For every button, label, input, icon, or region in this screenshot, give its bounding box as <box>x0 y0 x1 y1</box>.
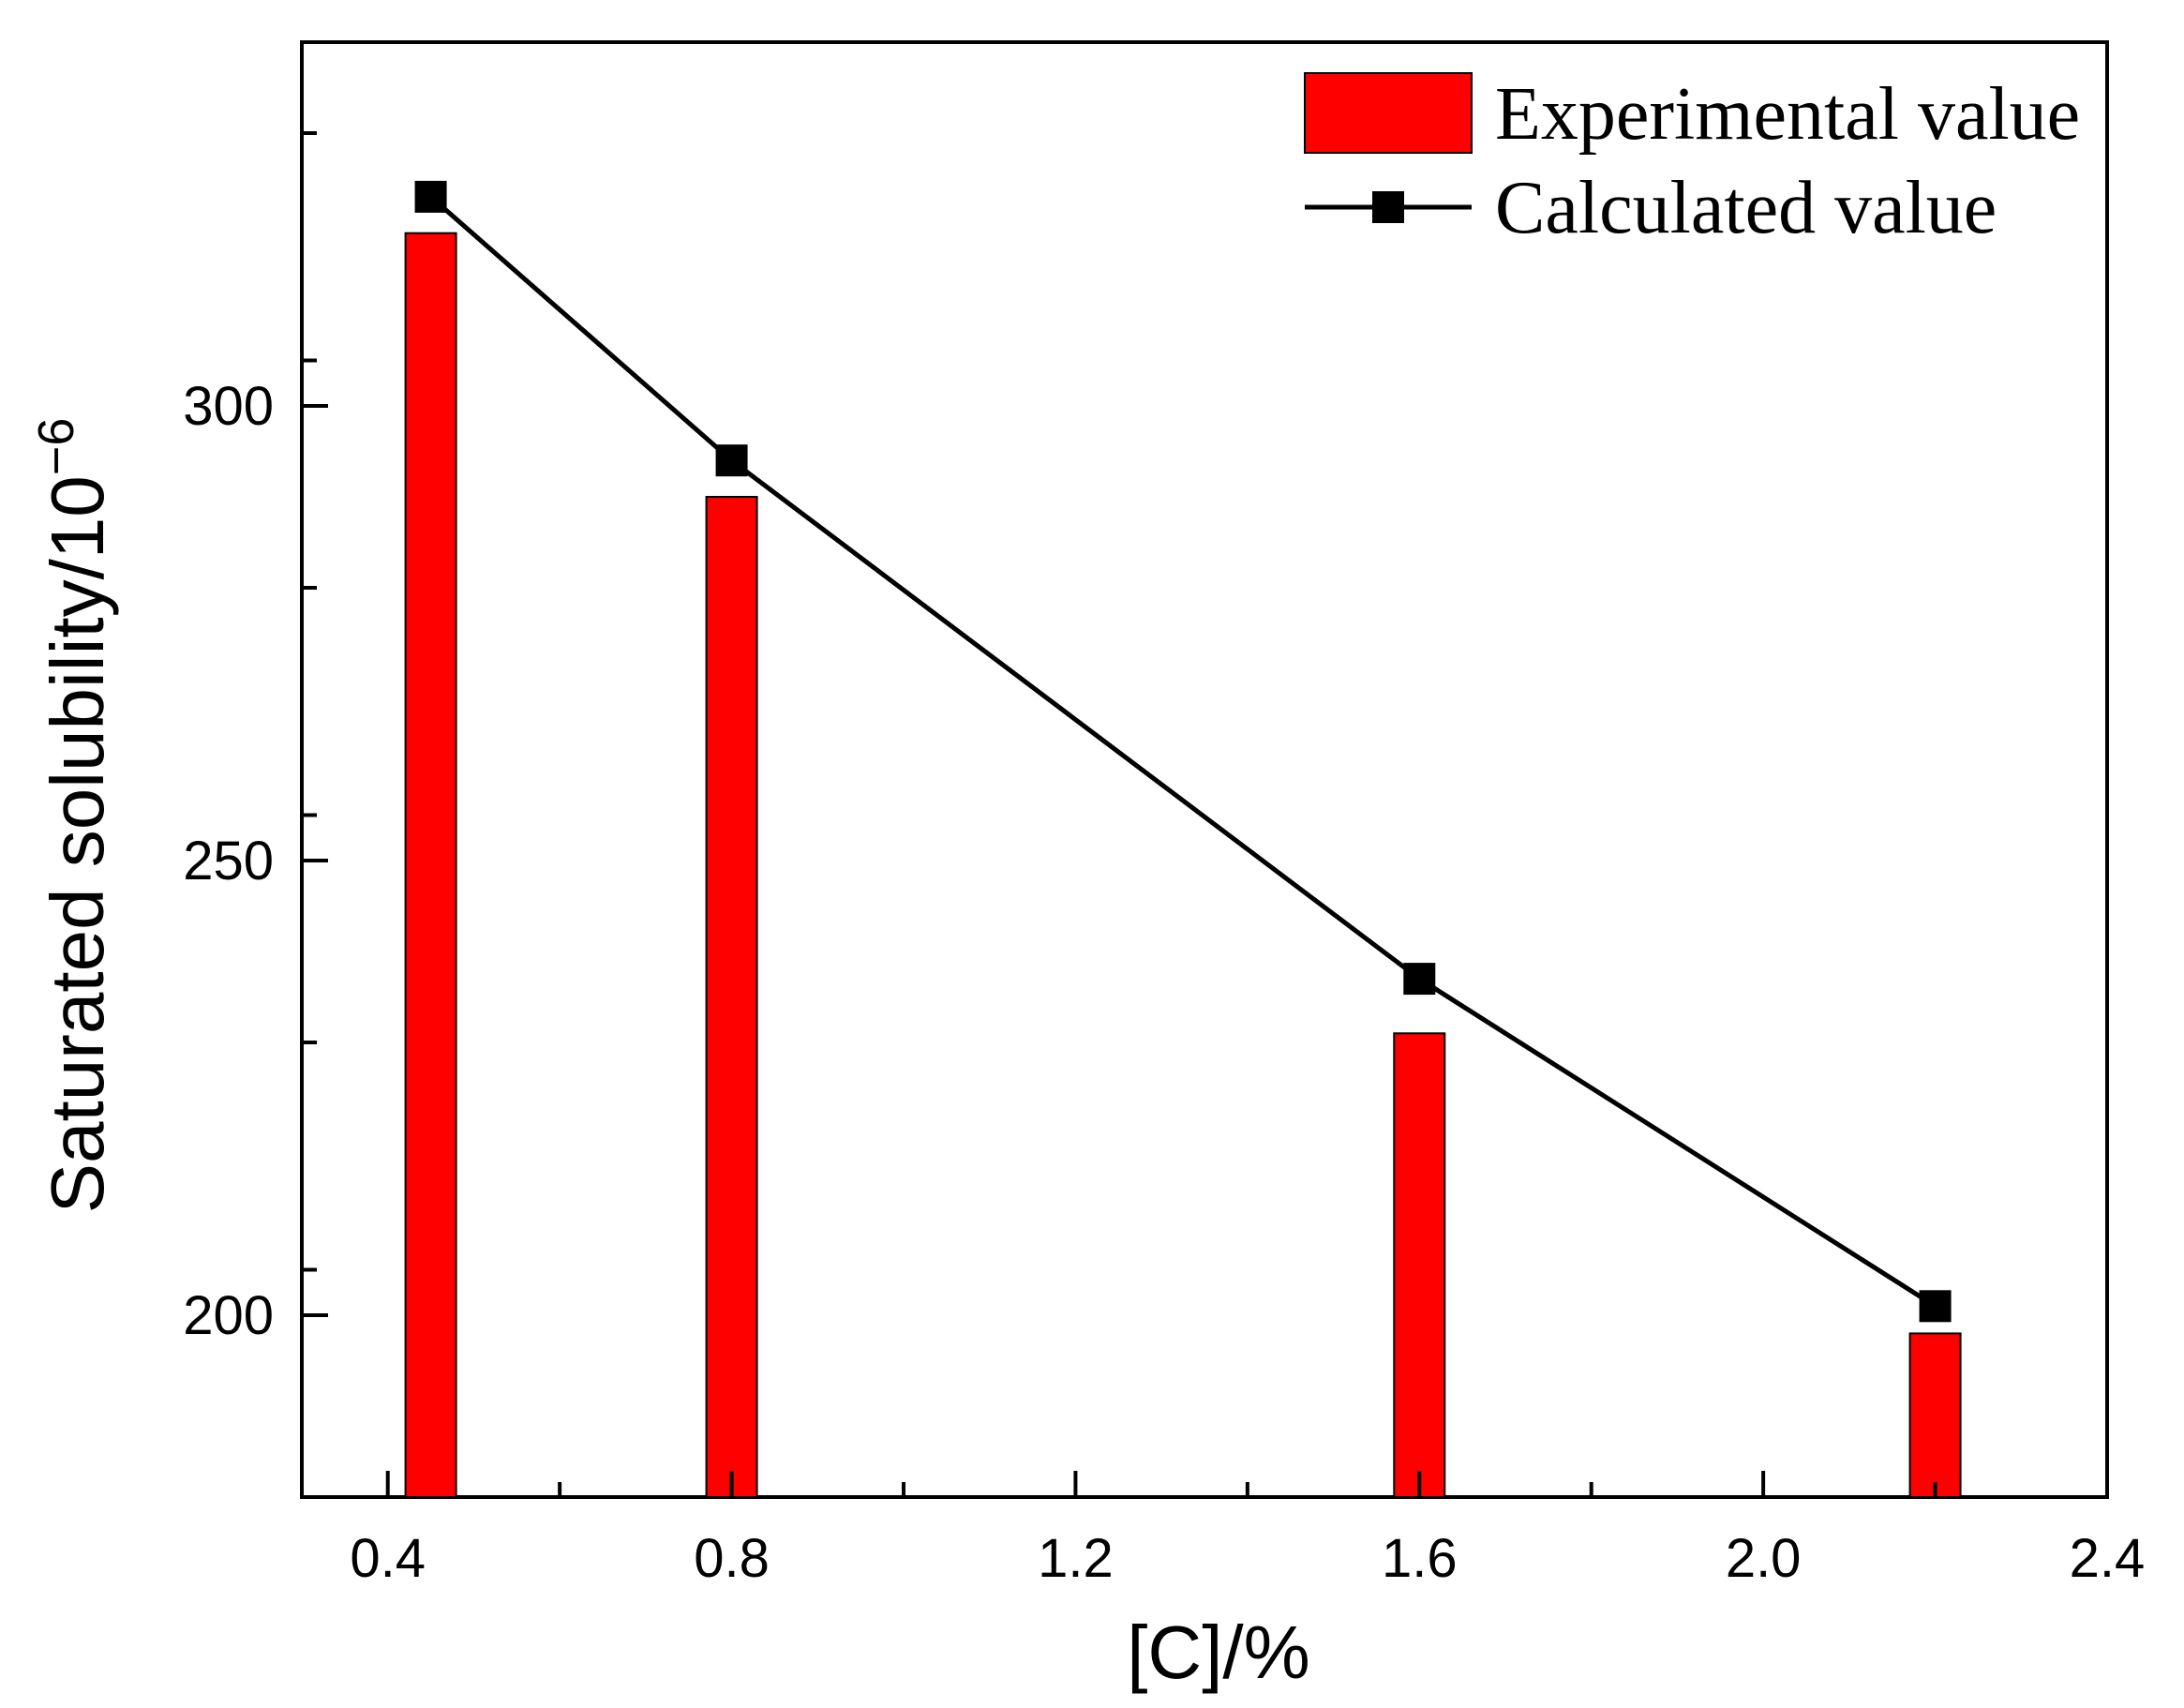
legend-label-calculated: Calculated value <box>1495 167 1997 249</box>
x-tick-label: 1.2 <box>1038 1528 1114 1589</box>
y-tick-label: 200 <box>183 1285 274 1346</box>
bar-experimental <box>705 496 758 1498</box>
bar-experimental <box>1393 1032 1446 1499</box>
x-tick-label: 2.4 <box>2070 1528 2146 1589</box>
plot-frame <box>300 40 2109 1499</box>
legend: Experimental value Calculated value <box>1304 72 2080 249</box>
bar-experimental <box>1908 1332 1962 1499</box>
y-axis-title: Saturated solubility/10−6 <box>28 418 119 1214</box>
calculated-point <box>715 444 748 477</box>
x-tick-label: 1.6 <box>1382 1528 1458 1589</box>
x-tick-label: 0.4 <box>350 1528 426 1589</box>
bar-experimental <box>404 232 457 1499</box>
x-tick-label: 2.0 <box>1726 1528 1802 1589</box>
legend-marker-swatch <box>1372 191 1404 223</box>
y-axis-title-exponent: −6 <box>28 418 84 476</box>
calculated-point <box>1403 963 1436 996</box>
legend-bar-swatch <box>1304 72 1473 154</box>
legend-label-experimental: Experimental value <box>1495 73 2080 156</box>
x-axis-title: [C]/% <box>1127 1611 1310 1694</box>
y-tick-label: 300 <box>183 376 274 437</box>
calculated-point <box>1919 1290 1952 1323</box>
y-axis-title-base: Saturated solubility/10 <box>36 475 119 1213</box>
x-tick-label: 0.8 <box>694 1528 770 1589</box>
calculated-line <box>428 195 1937 1309</box>
y-tick-label: 250 <box>183 831 274 891</box>
calculated-point <box>414 180 447 213</box>
